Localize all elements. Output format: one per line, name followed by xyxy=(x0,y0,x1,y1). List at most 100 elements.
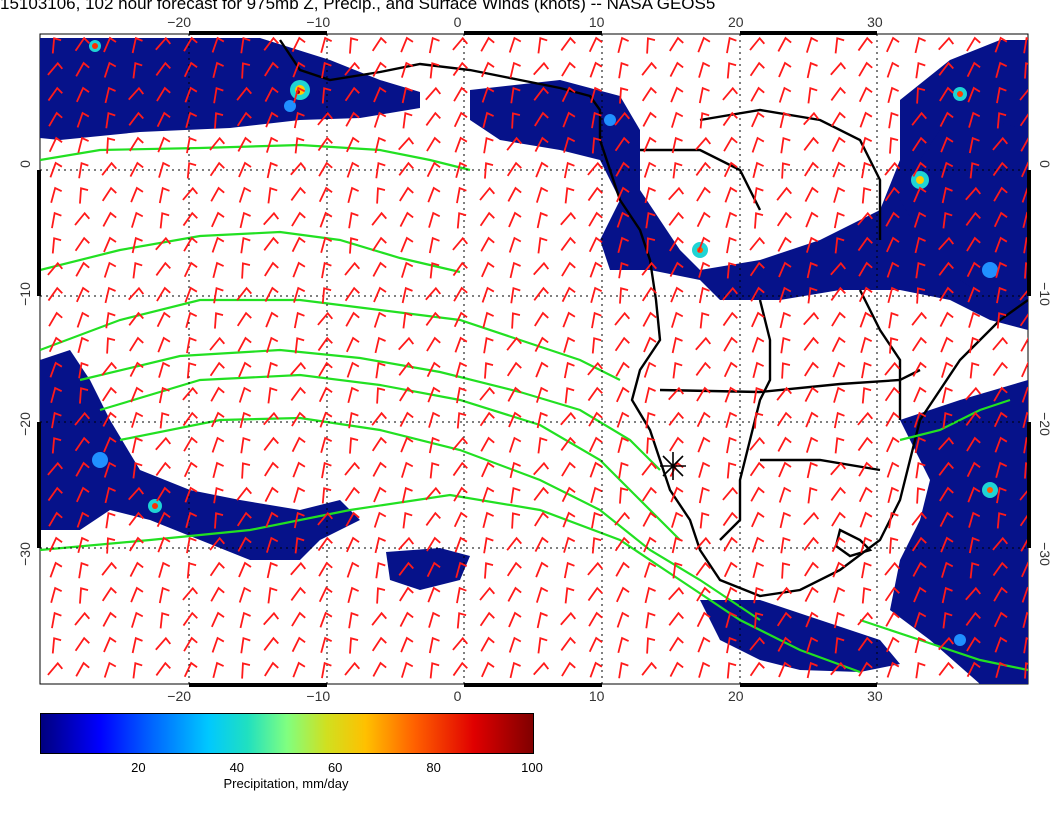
wind-barb xyxy=(725,211,738,228)
wind-barb xyxy=(292,261,306,278)
wind-barb xyxy=(698,486,710,504)
wind-barb xyxy=(155,36,172,51)
wind-barb xyxy=(128,86,145,101)
wind-barb xyxy=(858,661,873,677)
wind-barb xyxy=(159,612,170,629)
wind-barb xyxy=(452,61,468,77)
wind-barb xyxy=(751,136,765,153)
wind-barb xyxy=(347,386,359,404)
wind-barb xyxy=(102,611,117,627)
wind-barb xyxy=(641,461,657,476)
wind-barb xyxy=(401,61,414,78)
wind-barb xyxy=(939,311,954,327)
wind-barb xyxy=(781,362,791,379)
wind-barb xyxy=(641,86,657,102)
wind-barb xyxy=(74,636,90,652)
wind-barb xyxy=(211,636,225,653)
wind-barb xyxy=(722,86,739,101)
wind-barb xyxy=(321,61,332,79)
wind-barb xyxy=(264,261,279,277)
wind-barb xyxy=(157,536,171,553)
wind-barb xyxy=(398,536,415,551)
wind-barb xyxy=(777,436,792,452)
wind-barb xyxy=(214,512,224,529)
wind-barb xyxy=(857,611,874,626)
wind-barb xyxy=(132,262,143,279)
wind-barb xyxy=(106,137,116,154)
wind-barb xyxy=(346,161,360,178)
wind-barb xyxy=(106,337,116,354)
lat-tick-label: −10 xyxy=(1037,282,1053,306)
wind-barb xyxy=(266,336,279,353)
wind-barb xyxy=(993,386,1008,402)
wind-barb xyxy=(940,136,954,153)
wind-barb xyxy=(588,211,603,227)
wind-barb xyxy=(859,111,873,128)
wind-barb xyxy=(803,311,820,326)
wind-barb xyxy=(695,361,711,376)
wind-barb xyxy=(670,86,684,103)
wind-barb xyxy=(778,61,792,78)
wind-barb xyxy=(456,586,467,604)
wind-barb xyxy=(857,211,874,226)
wind-barb xyxy=(241,462,251,479)
wind-barb xyxy=(536,386,549,403)
wind-barb xyxy=(128,111,144,126)
wind-barb xyxy=(722,111,738,127)
wind-barb xyxy=(428,436,440,454)
wind-barb xyxy=(533,461,550,476)
wind-barb xyxy=(1021,386,1028,403)
wind-barb xyxy=(400,236,414,253)
wind-barb xyxy=(916,87,926,104)
wind-barb xyxy=(483,536,494,554)
wind-barb xyxy=(209,136,226,151)
wind-barb xyxy=(129,536,144,552)
colorbar-tick-label: 80 xyxy=(426,760,441,775)
wind-barb xyxy=(183,661,198,678)
wind-barb xyxy=(401,286,413,304)
wind-barb xyxy=(859,311,873,328)
wind-barb xyxy=(344,61,361,76)
wind-barb xyxy=(211,436,225,453)
wind-barb xyxy=(913,411,927,428)
wind-barb xyxy=(318,161,333,177)
wind-barb xyxy=(318,586,333,603)
wind-barb xyxy=(885,411,900,427)
wind-barb xyxy=(456,212,467,229)
wind-barb xyxy=(317,136,333,152)
wind-barb xyxy=(158,386,170,404)
wind-barb xyxy=(833,411,845,429)
wind-barb xyxy=(317,311,334,326)
wind-barb xyxy=(726,662,737,679)
wind-barb xyxy=(669,61,684,77)
wind-barb xyxy=(780,137,791,154)
wind-barb xyxy=(966,636,981,652)
wind-barb xyxy=(48,511,63,527)
wind-barb xyxy=(779,311,791,329)
wind-barb xyxy=(344,661,361,676)
lon-tick-label: −20 xyxy=(167,688,191,704)
wind-barb xyxy=(1019,486,1028,501)
wind-barb xyxy=(561,261,576,277)
wind-barb xyxy=(993,411,1008,428)
wind-barb xyxy=(131,411,144,428)
wind-barb xyxy=(996,86,1007,104)
wind-barb xyxy=(749,236,766,251)
wind-barb xyxy=(266,161,278,179)
wind-barb xyxy=(158,586,170,604)
wind-barb xyxy=(455,361,468,378)
wind-barb xyxy=(886,636,900,653)
wind-barb xyxy=(454,536,468,553)
wind-barb xyxy=(968,536,980,554)
wind-barb xyxy=(509,461,521,479)
wind-barb xyxy=(321,487,332,504)
wind-barb xyxy=(400,636,414,653)
wind-barb xyxy=(507,586,522,602)
lat-tick-label: 0 xyxy=(17,160,33,168)
wind-barb xyxy=(211,211,225,228)
wind-barb xyxy=(184,286,198,303)
wind-barb xyxy=(911,511,927,526)
wind-barb xyxy=(103,461,117,478)
wind-barb xyxy=(776,586,792,601)
wind-barb xyxy=(670,486,684,503)
